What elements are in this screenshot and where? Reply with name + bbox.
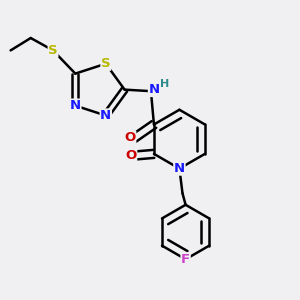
Text: S: S: [48, 44, 58, 57]
Text: O: O: [125, 149, 137, 162]
Text: N: N: [70, 99, 81, 112]
Text: N: N: [174, 162, 185, 175]
Text: S: S: [101, 57, 111, 70]
Text: N: N: [148, 83, 160, 96]
Text: F: F: [181, 253, 190, 266]
Text: H: H: [160, 80, 170, 89]
Text: O: O: [124, 131, 136, 144]
Text: N: N: [100, 109, 111, 122]
